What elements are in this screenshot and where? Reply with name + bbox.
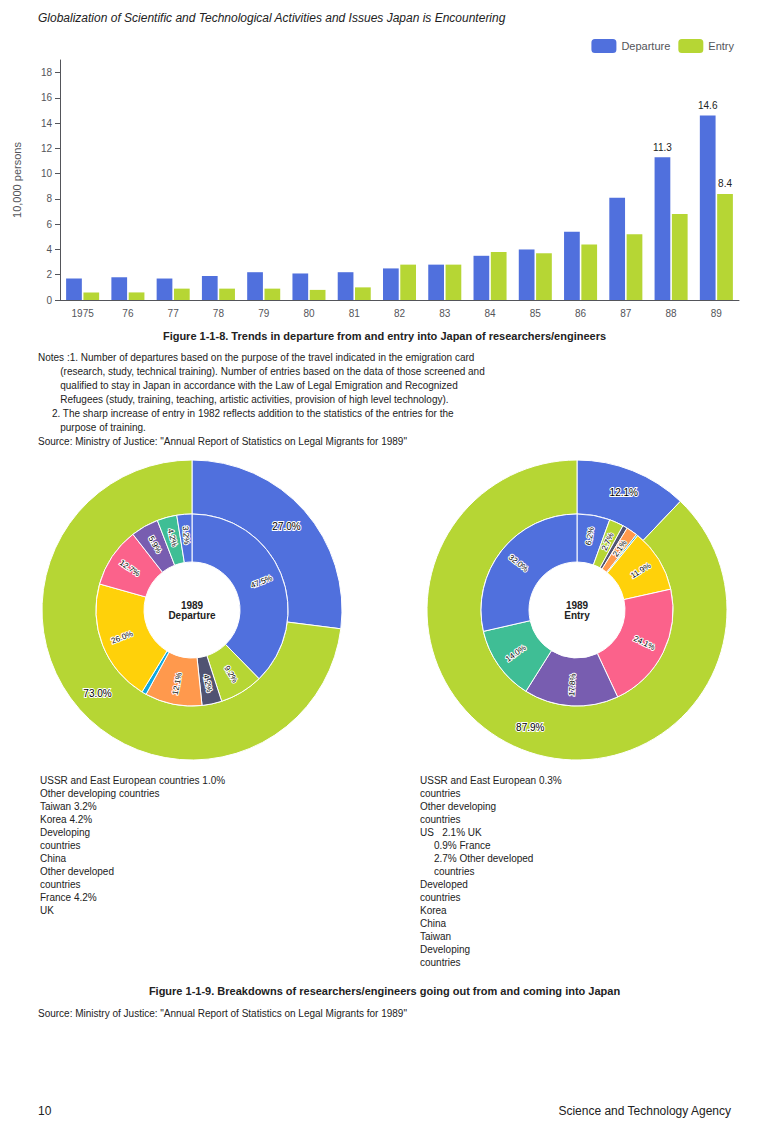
svg-text:China: China	[420, 918, 447, 929]
svg-text:Source: Ministry of Justice: ": Source: Ministry of Justice: "Annual Rep…	[38, 1008, 407, 1019]
svg-text:14: 14	[41, 118, 53, 129]
svg-text:27.0%: 27.0%	[272, 521, 300, 532]
svg-text:Refugees (study, training, tea: Refugees (study, training, teaching, art…	[38, 394, 449, 405]
svg-text:0.9% France: 0.9% France	[420, 840, 491, 851]
svg-text:countries: countries	[420, 788, 461, 799]
svg-text:16: 16	[41, 92, 53, 103]
svg-text:Science and Technology Agency: Science and Technology Agency	[558, 1104, 731, 1118]
svg-text:77: 77	[168, 308, 180, 319]
svg-text:Figure 1-1-8. Trends in depart: Figure 1-1-8. Trends in departure from a…	[163, 330, 606, 342]
svg-text:6: 6	[46, 219, 52, 230]
svg-text:14.0%: 14.0%	[504, 643, 528, 663]
svg-text:USSR and East European 0.3%: USSR and East European 0.3%	[420, 775, 562, 786]
svg-text:UK: UK	[40, 905, 54, 916]
svg-text:89: 89	[711, 308, 723, 319]
svg-text:Globalization of Scientific an: Globalization of Scientific and Technolo…	[38, 11, 506, 25]
svg-text:81: 81	[349, 308, 361, 319]
svg-text:10: 10	[38, 1104, 52, 1118]
svg-text:Entry: Entry	[708, 40, 734, 52]
svg-text:Korea: Korea	[420, 905, 447, 916]
svg-text:83: 83	[439, 308, 451, 319]
svg-text:2: 2	[46, 269, 52, 280]
svg-text:Notes :1. Number of departures: Notes :1. Number of departures based on …	[38, 352, 474, 363]
svg-text:Other developing countries: Other developing countries	[40, 788, 160, 799]
svg-text:Developing: Developing	[420, 944, 470, 955]
svg-text:76: 76	[122, 308, 134, 319]
svg-text:47.5%: 47.5%	[249, 573, 273, 590]
svg-text:1975: 1975	[72, 308, 95, 319]
svg-text:18: 18	[41, 67, 53, 78]
svg-text:82: 82	[394, 308, 406, 319]
svg-text:Developed: Developed	[420, 879, 468, 890]
svg-text:80: 80	[303, 308, 315, 319]
svg-text:Other developed: Other developed	[40, 866, 114, 877]
svg-text:12: 12	[41, 143, 53, 154]
svg-text:Departure: Departure	[621, 40, 670, 52]
svg-text:Taiwan 3.2%: Taiwan 3.2%	[40, 801, 97, 812]
svg-text:5.9%: 5.9%	[147, 535, 164, 555]
svg-text:9.2%: 9.2%	[222, 664, 239, 684]
svg-text:Korea 4.2%: Korea 4.2%	[40, 814, 92, 825]
svg-text:USSR and East European countri: USSR and East European countries 1.0%	[40, 775, 225, 786]
svg-text:78: 78	[213, 308, 225, 319]
svg-text:4.2%: 4.2%	[201, 674, 214, 694]
svg-text:24.1%: 24.1%	[632, 634, 656, 652]
svg-text:12.7%: 12.7%	[118, 558, 142, 578]
svg-text:12.1%: 12.1%	[171, 672, 184, 696]
svg-text:26.0%: 26.0%	[110, 629, 134, 646]
svg-text:2.1%: 2.1%	[611, 538, 629, 558]
svg-text:73.0%: 73.0%	[83, 688, 111, 699]
svg-text:10,000 persons: 10,000 persons	[11, 142, 23, 218]
svg-text:Other developing: Other developing	[420, 801, 496, 812]
svg-text:countries: countries	[420, 814, 461, 825]
svg-text:12.1%: 12.1%	[610, 487, 638, 498]
svg-text:China: China	[40, 853, 67, 864]
svg-text:11.3: 11.3	[653, 142, 672, 153]
svg-text:2.7% Other developed: 2.7% Other developed	[420, 853, 533, 864]
svg-text:Figure 1-1-9. Breakdowns of re: Figure 1-1-9. Breakdowns of researchers/…	[149, 985, 621, 997]
svg-text:86: 86	[575, 308, 587, 319]
svg-text:Source: Ministry of Justice: ": Source: Ministry of Justice: "Annual Rep…	[38, 436, 407, 447]
svg-text:8.4: 8.4	[718, 178, 732, 189]
svg-text:87.9%: 87.9%	[516, 722, 544, 733]
svg-text:1989: 1989	[180, 599, 204, 611]
svg-text:87: 87	[620, 308, 632, 319]
svg-text:countries: countries	[420, 866, 474, 877]
svg-text:Taiwan: Taiwan	[420, 931, 451, 942]
svg-text:purpose of training.: purpose of training.	[38, 422, 146, 433]
svg-text:2.7%: 2.7%	[600, 531, 616, 552]
svg-text:4.2%: 4.2%	[166, 528, 179, 548]
svg-text:17.8%: 17.8%	[567, 673, 577, 696]
svg-text:1989: 1989	[565, 599, 589, 611]
svg-text:France 4.2%: France 4.2%	[40, 892, 97, 903]
svg-text:85: 85	[530, 308, 542, 319]
svg-text:14.6: 14.6	[698, 100, 718, 111]
svg-text:6.2%: 6.2%	[584, 526, 596, 546]
svg-text:countries: countries	[40, 879, 81, 890]
svg-text:2. The sharp increase of entry: 2. The sharp increase of entry in 1982 r…	[38, 408, 454, 419]
svg-text:88: 88	[666, 308, 678, 319]
svg-text:qualified to stay in Japan in: qualified to stay in Japan in accordance…	[38, 380, 458, 391]
svg-text:countries: countries	[420, 892, 461, 903]
svg-text:Entry: Entry	[564, 610, 590, 621]
svg-text:countries: countries	[420, 957, 461, 968]
svg-text:4: 4	[46, 244, 52, 255]
svg-text:countries: countries	[40, 840, 81, 851]
svg-text:(research, study, technical tr: (research, study, technical training). N…	[38, 366, 485, 377]
svg-text:8: 8	[46, 193, 52, 204]
svg-text:0: 0	[46, 295, 52, 306]
svg-text:79: 79	[258, 308, 270, 319]
svg-text:10: 10	[41, 168, 53, 179]
svg-text:11.9%: 11.9%	[629, 561, 652, 580]
svg-text:Departure: Departure	[168, 610, 216, 621]
svg-text:32.0%: 32.0%	[507, 553, 530, 574]
svg-text:84: 84	[484, 308, 496, 319]
svg-text:Developing: Developing	[40, 827, 90, 838]
svg-text:3.2%: 3.2%	[181, 526, 191, 545]
svg-text:US 2.1% UK: US 2.1% UK	[420, 827, 482, 838]
